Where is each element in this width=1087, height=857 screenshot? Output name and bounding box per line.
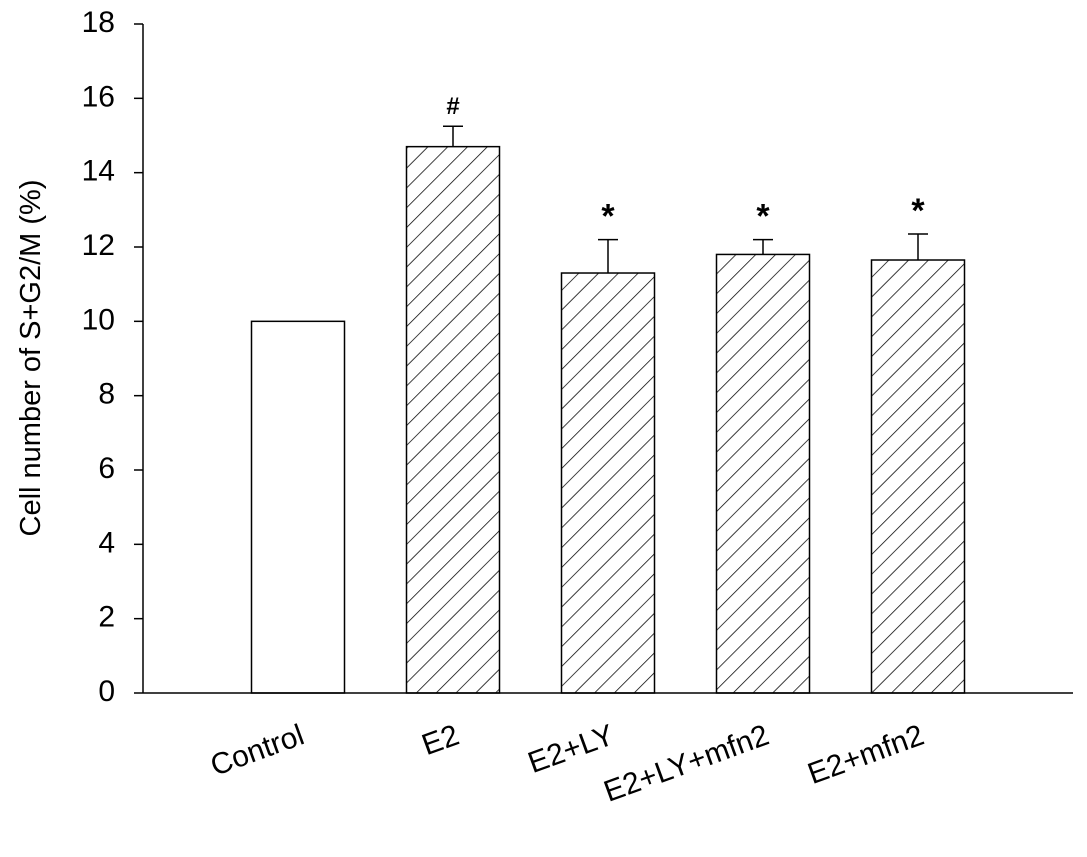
annotation: * [911,192,925,230]
bar [250,320,346,694]
bar [560,272,656,694]
y-tick-label: 0 [98,675,115,708]
y-tick-label: 14 [82,155,115,188]
x-tick-label: Control [206,719,308,783]
y-tick-label: 4 [98,526,115,559]
y-tick-label: 6 [98,452,115,485]
y-tick-label: 8 [98,378,115,411]
y-tick-label: 10 [82,303,115,336]
bar [715,253,811,694]
x-tick-label: E2 [418,719,464,763]
bar [870,259,966,694]
y-tick-label: 16 [82,80,115,113]
y-tick-label: 12 [82,229,115,262]
x-tick-label: E2+LY [524,719,619,780]
x-tick-label: E2+LY+mfn2 [600,719,774,809]
annotation: # [446,93,459,120]
y-tick-label: 18 [82,6,115,39]
annotation: * [756,198,770,236]
x-tick-label: E2+mfn2 [803,719,928,791]
annotation: * [601,198,615,236]
y-axis-label: Cell number of S+G2/M (%) [15,180,47,537]
bar [405,145,501,694]
y-tick-label: 2 [98,601,115,634]
